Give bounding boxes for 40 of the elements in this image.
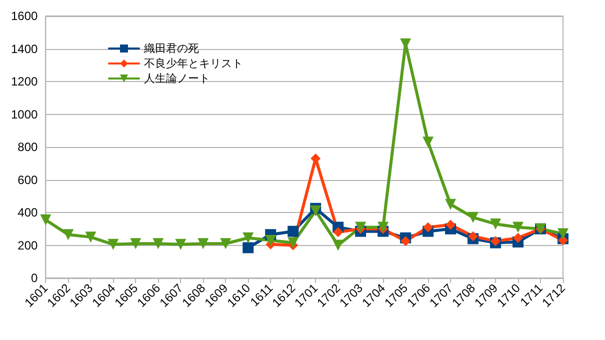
y-tick-label: 1200	[10, 74, 38, 88]
point	[400, 236, 411, 246]
point	[198, 238, 209, 250]
point	[108, 238, 119, 250]
y-tick-label: 600	[18, 172, 38, 187]
point	[288, 237, 299, 248]
legend-label: 不良少年とキリスト	[144, 57, 243, 70]
point	[288, 226, 299, 237]
point	[468, 212, 479, 223]
point	[490, 218, 502, 230]
y-tick-label: 1000	[10, 107, 38, 122]
point	[512, 222, 524, 233]
point	[40, 214, 52, 226]
y-tick-label: 800	[18, 140, 38, 154]
point	[85, 232, 96, 243]
point	[423, 222, 434, 232]
point	[422, 136, 434, 148]
y-tick-label: 0	[31, 271, 38, 285]
point	[220, 238, 232, 250]
point	[242, 242, 254, 254]
point	[446, 220, 456, 230]
point	[62, 229, 74, 240]
point	[333, 227, 344, 238]
legend-label: 織田君の死	[143, 42, 199, 55]
point	[175, 238, 186, 250]
point	[332, 240, 344, 251]
point	[445, 198, 456, 210]
y-tick-label: 1400	[10, 42, 38, 56]
legend-label: 人生論ノート	[144, 72, 210, 85]
point	[558, 228, 568, 240]
point	[265, 234, 276, 246]
y-tick-label: 1600	[10, 9, 38, 23]
point	[130, 238, 142, 250]
y-tick-label: 400	[18, 206, 38, 220]
point	[468, 231, 478, 242]
point	[242, 232, 254, 244]
point	[513, 232, 524, 243]
y-tick-label: 200	[18, 238, 38, 252]
point	[152, 238, 164, 250]
point	[310, 205, 322, 216]
